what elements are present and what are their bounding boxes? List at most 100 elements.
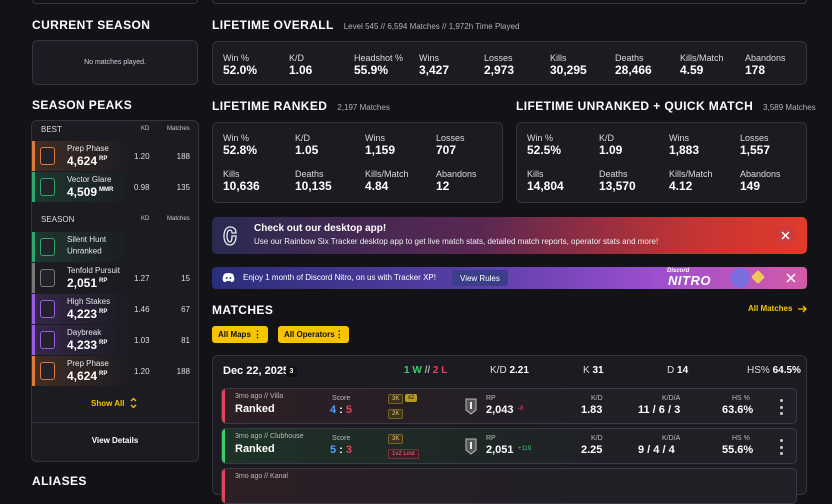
rp-label: RP [486,395,496,402]
show-all-label: Show All [91,398,125,408]
all-matches-link[interactable]: All Matches [748,304,808,313]
match-rp: 2,043 [486,404,514,416]
match-score: 5 : 3 [330,444,352,456]
peak-rp-unit: RP [99,309,108,315]
match-day-date: Dec 22, 2025 [223,365,290,377]
season-peak-row[interactable]: Prep Phase 4,624 RP 1.20 188 [32,356,198,386]
nitro-banner[interactable]: Enjoy 1 month of Discord Nitro, on us wi… [212,267,807,289]
stat-win-pct: Win % 52.0% [223,53,257,77]
season-peak-row[interactable]: Vector Glare 4,509 MMR 0.98 135 [32,172,198,202]
peak-color-bar [32,263,35,293]
stat-label: Win % [527,133,554,143]
more-options-icon[interactable] [780,399,784,415]
desktop-app-text: Use our Rainbow Six Tracker desktop app … [254,237,659,246]
stat-label: Abandons [436,169,477,179]
stat-label: Abandons [745,53,786,63]
peak-kd: 1.03 [134,336,150,345]
match-row[interactable]: 3mo ago // Clubhouse Ranked Score 5 : 3 3K 1v… [221,428,797,464]
match-row[interactable]: 3mo ago // Villa Ranked Score 4 : 5 3K x2 2K RP… [221,388,797,424]
peak-season-name: Daybreak [67,328,102,337]
stat-losses: Losses 2,973 [484,53,514,77]
stat-item: Wins 1,883 [669,133,699,157]
peak-season-name: Prep Phase [67,144,109,153]
peak-rp: 4,233 RP [67,338,107,352]
season-peak-row[interactable]: Tenfold Pursuit 2,051 RP 1.27 15 [32,263,198,293]
view-rules-button[interactable]: View Rules [452,270,508,286]
current-season-card: No matches played. [32,40,198,85]
result-edge [222,469,225,503]
stat-deaths: Deaths 28,466 [615,53,652,77]
stat-abandons: Abandons 178 [745,53,786,77]
season-peak-row[interactable]: Prep Phase 4,624 RP 1.20 188 [32,141,198,171]
view-details-button[interactable]: View Details [91,435,139,445]
lifetime-unranked-subtitle: 3,589 Matches [763,103,816,112]
stat-value: 2,973 [484,63,515,77]
rp-label: RP [486,435,496,442]
discord-icon [222,273,235,283]
lifetime-unranked-card: Win % 52.5% K/D 1.09 Wins 1,883 Losses 1,557 Kil… [516,122,807,203]
peak-rp: 4,624 RP [67,154,107,168]
rp-delta: -8 [518,406,524,412]
season-peak-row[interactable]: Daybreak 4,233 RP 1.03 81 [32,325,198,355]
close-icon[interactable] [786,273,796,283]
stat-kd: K/D 1.06 [289,53,312,77]
more-options-icon[interactable] [780,439,784,455]
score-team: 5 [330,444,337,456]
multikill-tag: 3K [388,434,404,444]
stat-label: Kills [223,169,240,179]
arrow-right-icon [798,305,808,312]
nitro-gem-icon [750,269,766,285]
lifetime-ranked-card: Win % 52.8% K/D 1.05 Wins 1,159 Losses 707 Kills… [212,122,503,203]
season-peaks-title: SEASON PEAKS [32,98,133,112]
stat-value: 28,466 [615,63,652,77]
peak-rp-unit: RP [99,340,108,346]
stat-label: Win % [223,53,250,63]
stat-item: Kills/Match 4.84 [365,169,409,193]
stat-value: 12 [436,179,450,193]
season-peak-row[interactable]: High Stakes 4,223 RP 1.46 67 [32,294,198,324]
peak-rp-value: 4,233 [67,338,98,352]
stat-label: Deaths [295,169,324,179]
stat-value: 4.12 [669,179,693,193]
all-maps-filter[interactable]: All Maps ⋮ [212,326,268,343]
stat-label: Kills/Match [365,169,409,179]
peak-matches: 15 [181,274,190,283]
score-team: 4 [330,404,337,416]
match-row[interactable]: 3mo ago // Kanal [221,468,797,504]
stat-headshot: Headshot % 55.9% [354,53,403,77]
stat-label: Losses [436,133,465,143]
close-banner-button[interactable] [775,225,796,246]
stat-label: K/D [599,133,615,143]
hs-label: HS % [732,435,750,442]
stat-value: 707 [436,143,457,157]
stat-label: Kills [550,53,567,63]
stat-value: 52.0% [223,63,258,77]
peak-rp-unit: MMR [99,187,114,193]
kd-header: KD [141,126,150,132]
match-hs: 55.6% [722,444,754,456]
stat-value: 1,557 [740,143,771,157]
season-peak-row[interactable]: Silent Hunt Unranked [32,232,198,262]
peak-rp-value: Unranked [67,246,102,256]
stat-value: 1,159 [365,143,396,157]
day-d-value: 14 [677,365,689,376]
peak-rp-value: 2,051 [67,276,98,290]
desktop-app-banner[interactable]: Check out our desktop app! Use our Rainb… [212,217,807,254]
show-all-button[interactable]: Show All [91,397,137,409]
score-enemy: 5 [345,404,353,416]
stat-label: Kills/Match [680,53,724,63]
match-meta: 3mo ago // Villa [235,393,284,400]
peak-rp-value: 4,624 [67,369,98,383]
stat-label: Wins [419,53,439,63]
stat-value: 4.59 [680,63,704,77]
match-kd: 1.83 [581,404,603,416]
stat-value: 3,427 [419,63,450,77]
multikill-tag: 3K [388,394,404,404]
chevron-updown-icon [131,397,137,409]
stat-item: K/D 1.09 [599,133,622,157]
aliases-title: ALIASES [32,474,87,488]
kda-label: K/D/A [662,395,681,402]
stat-wins: Wins 3,427 [419,53,449,77]
peak-matches: 188 [176,152,190,161]
all-operators-filter[interactable]: All Operators ⋮ [278,326,349,343]
